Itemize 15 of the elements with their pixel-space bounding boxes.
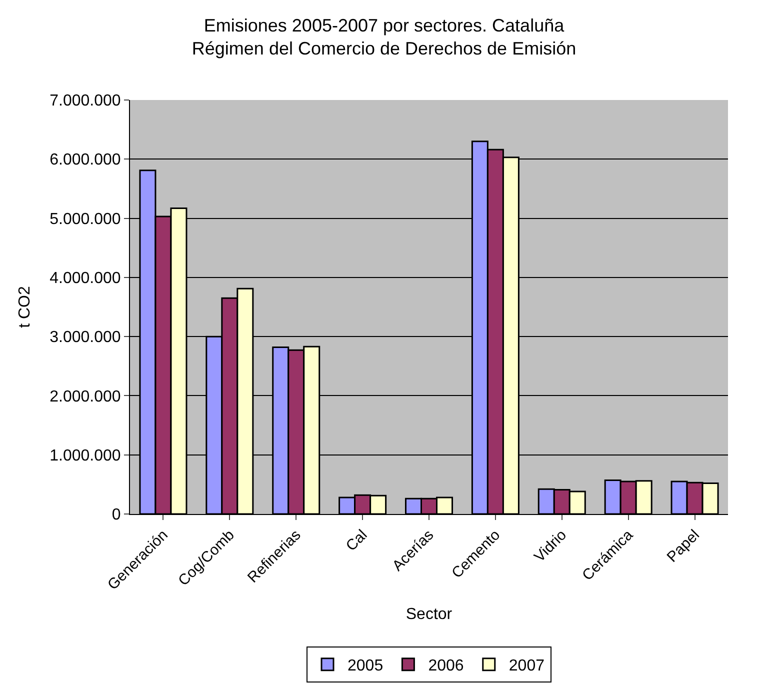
y-tick-label: 3.000.000 [50, 329, 121, 346]
y-tick-label: 5.000.000 [50, 210, 121, 228]
y-tick-label: 2.000.000 [50, 388, 121, 406]
chart-title: Emisiones 2005-2007 por sectores. Cataluña Régimen del Comercio de Derechos de Emisión [192, 15, 576, 59]
y-tick-label: 1.000.000 [50, 447, 121, 464]
legend-label: 2006 [428, 658, 464, 675]
y-tick-label: 7.000.000 [50, 92, 121, 110]
x-axis-title: Sector [406, 606, 453, 624]
legend-label: 2007 [508, 658, 545, 675]
y-tick-label: 0 [112, 506, 121, 524]
y-axis-title: t CO2 [16, 286, 34, 328]
y-tick-label: 6.000.000 [50, 152, 121, 169]
y-tick-label: 4.000.000 [50, 270, 121, 288]
legend-label: 2005 [348, 658, 384, 675]
x-tick-label: Cal [342, 526, 371, 555]
